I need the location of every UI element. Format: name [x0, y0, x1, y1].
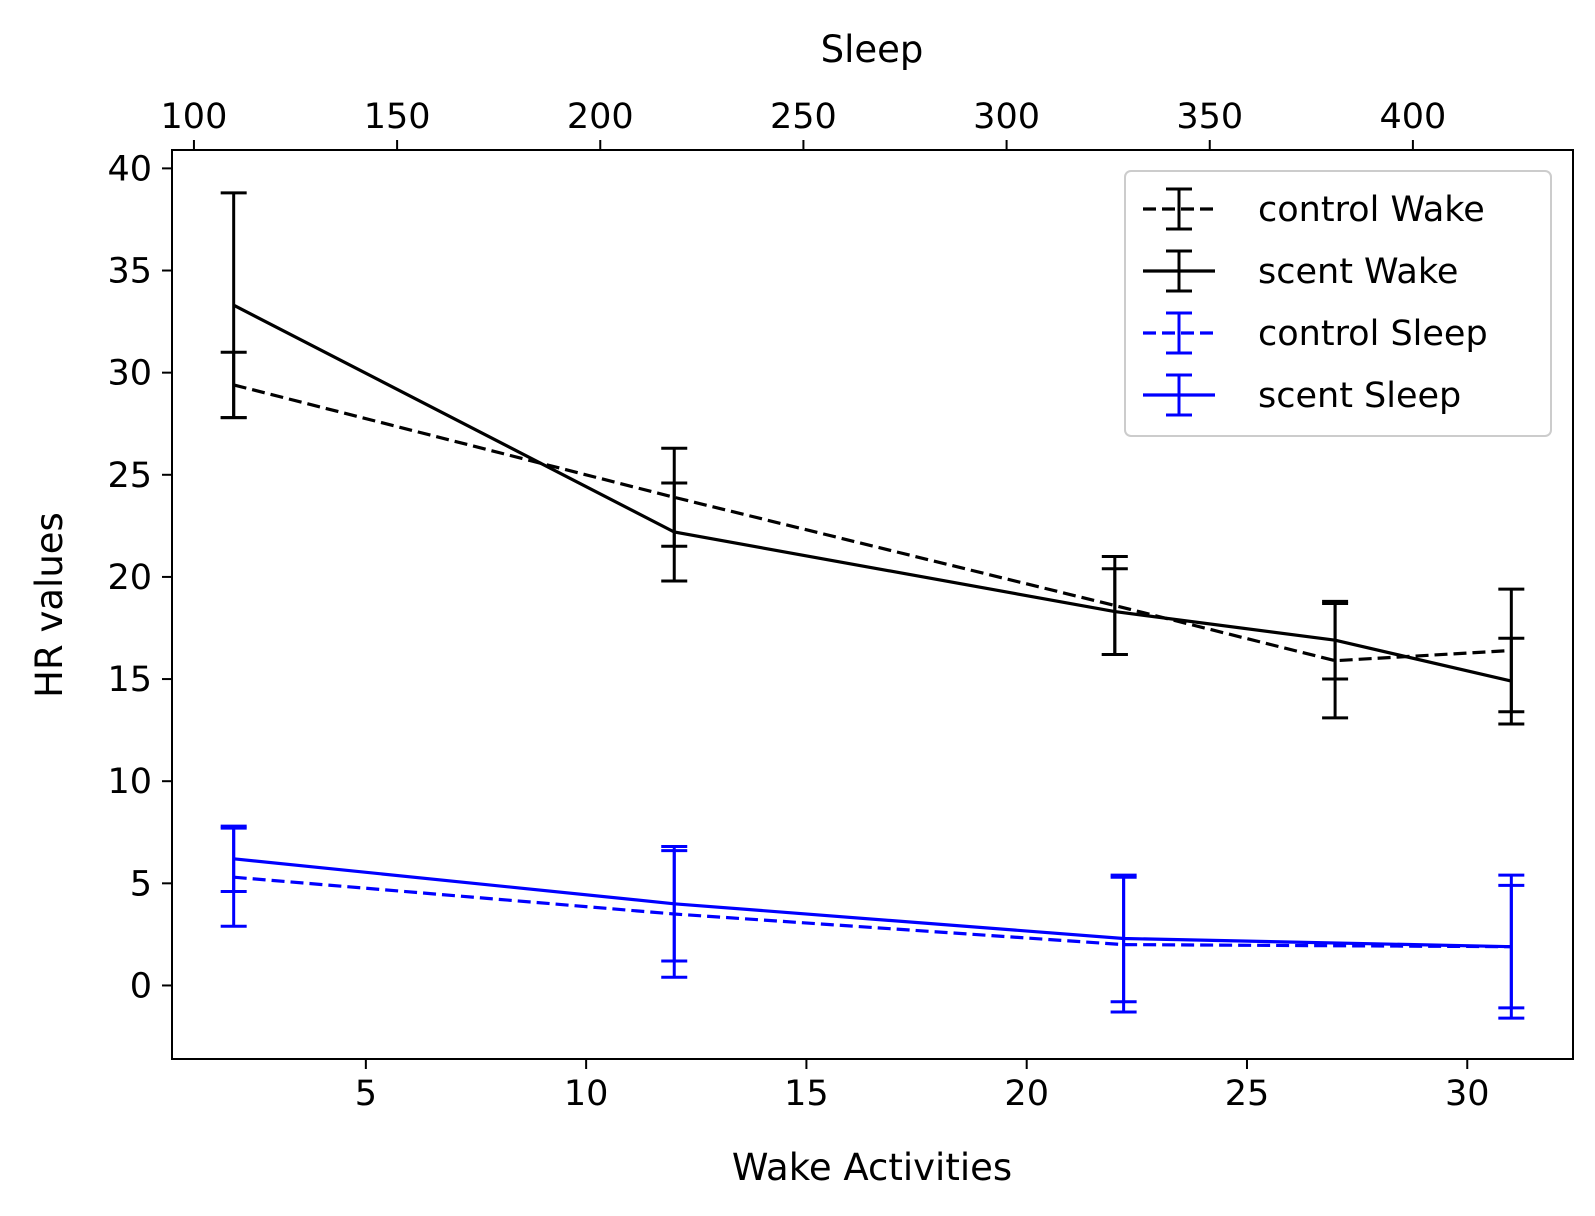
bottom-axis: 5 10 15 20 25 30 — [355, 1059, 1490, 1114]
plot-frame — [171, 149, 1574, 1060]
x2-tick-label: 300 — [973, 97, 1040, 137]
left-axis: 0 5 10 15 20 25 30 35 40 — [107, 149, 172, 1006]
x-tick-label: 30 — [1445, 1074, 1490, 1114]
x-tick-label: 20 — [1004, 1074, 1049, 1114]
x2-axis-label: Sleep — [821, 28, 924, 71]
error-bar — [1110, 873, 1137, 1004]
y-tick-label: 0 — [130, 966, 152, 1006]
x2-tick-label: 150 — [364, 97, 431, 137]
legend-label: control Wake — [1258, 190, 1485, 230]
legend-box — [1124, 170, 1552, 437]
error-bar — [1101, 567, 1128, 657]
y-tick-label: 35 — [107, 252, 152, 292]
x2-tick-label: 200 — [567, 97, 634, 137]
x-axis-label: Wake Activities — [732, 1146, 1012, 1189]
y-tick-label: 30 — [107, 354, 152, 394]
series-line — [233, 857, 1512, 949]
series-line — [233, 875, 1512, 949]
y-tick-label: 25 — [107, 456, 152, 496]
error-bar — [1498, 873, 1525, 1020]
x2-tick-label: 100 — [161, 97, 228, 137]
legend-item: scent Sleep — [1143, 373, 1461, 417]
y-tick-label: 5 — [130, 864, 152, 904]
x2-tick-label: 350 — [1176, 97, 1243, 137]
plot-series — [220, 191, 1525, 1020]
x2-tick-label: 400 — [1380, 97, 1447, 137]
legend-label: scent Wake — [1258, 252, 1458, 292]
top-axis: 100 150 200 250 300 350 400 — [161, 97, 1447, 150]
error-bar — [1498, 636, 1525, 726]
y-tick-label: 10 — [107, 762, 152, 802]
legend-item: control Sleep — [1143, 311, 1488, 355]
x-tick-label: 5 — [355, 1074, 377, 1114]
error-bar — [661, 481, 688, 583]
series-scent-wake — [220, 191, 1525, 726]
error-bar — [661, 845, 688, 963]
legend-label: scent Sleep — [1258, 376, 1461, 416]
error-bar — [1322, 599, 1349, 681]
error-bar — [220, 824, 247, 893]
y-tick-label: 15 — [107, 660, 152, 700]
x-tick-label: 25 — [1225, 1074, 1270, 1114]
y-tick-label: 20 — [107, 558, 152, 598]
x-tick-label: 10 — [564, 1074, 609, 1114]
x2-tick-label: 250 — [770, 97, 837, 137]
legend-label: control Sleep — [1258, 314, 1488, 354]
legend-item: scent Wake — [1143, 249, 1458, 293]
series-scent-sleep — [220, 824, 1525, 1020]
legend-item: control Wake — [1143, 187, 1485, 231]
legend: control Wake scent Wake control Sleep scent… — [1124, 170, 1552, 437]
y-tick-label: 40 — [107, 149, 152, 189]
y-axis-label: HR values — [28, 512, 71, 698]
x-tick-label: 15 — [784, 1074, 829, 1114]
error-bar — [220, 191, 247, 420]
